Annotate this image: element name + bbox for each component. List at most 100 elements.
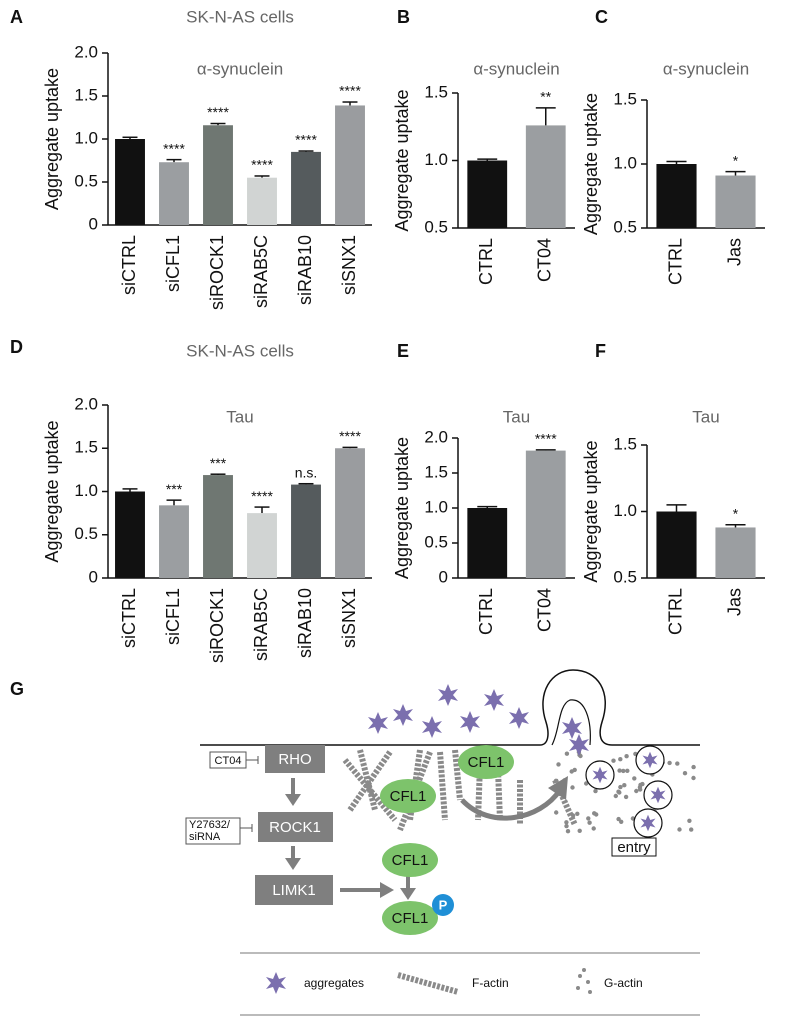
g-actin-dot [640, 781, 645, 787]
y-axis-label: Aggregate uptake [392, 437, 412, 579]
g-actin-dot [584, 781, 589, 786]
g-actin-dot [617, 768, 622, 773]
legend-symbol [397, 972, 459, 995]
value-label: * [733, 152, 739, 168]
g-actin-dot [554, 810, 559, 815]
g-actin-dot [619, 819, 624, 824]
bar [335, 448, 365, 578]
g-actin-dot [691, 764, 696, 770]
x-tick-label: siCTRL [119, 235, 139, 295]
cofilin-label: CFL1 [392, 852, 429, 869]
g-actin-dot [687, 818, 692, 823]
value-label: *** [166, 481, 183, 497]
g-actin-dot [618, 757, 623, 762]
value-label: **** [163, 140, 185, 156]
x-tick-label: Jas [724, 238, 744, 266]
value-label: ** [540, 89, 551, 105]
y-tick-label: 1.0 [74, 128, 98, 147]
bar [159, 505, 189, 578]
x-tick-label: siSNX1 [339, 588, 359, 648]
node-box [265, 745, 325, 773]
y-axis-label: Aggregate uptake [42, 420, 62, 562]
diagram: G RHO ROCK1 LIMK1 CT04 Y27632/ siRNA CF [10, 669, 700, 1016]
y-tick-label: 0 [89, 214, 98, 233]
inhibitor-label: CT04 [215, 755, 242, 767]
g-actin-dot [682, 771, 688, 776]
legend-symbol [576, 968, 592, 994]
bar [115, 139, 145, 225]
chart-subtitle: α-synuclein [663, 59, 749, 78]
bar [115, 491, 145, 578]
bar [203, 475, 233, 578]
chart-subtitle: Tau [692, 407, 719, 426]
g-actin-dot [556, 762, 561, 767]
chart-subtitle: Tau [226, 407, 253, 426]
bar [656, 164, 697, 228]
y-tick-label: 0.5 [424, 532, 448, 551]
panel-letter: D [10, 337, 23, 357]
inhibitor-box [185, 817, 241, 845]
value-label: n.s. [295, 464, 318, 480]
bar [291, 484, 321, 578]
bar [247, 513, 277, 578]
g-actin-dot [677, 827, 682, 832]
x-tick-label: siRAB5C [251, 235, 271, 308]
y-tick-label: 0.5 [74, 171, 98, 190]
bar [525, 450, 566, 578]
value-label: **** [339, 428, 361, 444]
g-actin-dot [624, 754, 629, 759]
y-tick-label: 0.5 [74, 524, 98, 543]
x-tick-label: Jas [724, 588, 744, 616]
cofilin [382, 843, 438, 877]
g-actin-dot [625, 768, 630, 773]
bar [715, 175, 756, 228]
membrane-pit [551, 699, 591, 746]
g-actin-dot [638, 787, 643, 792]
g-actin-dot [616, 789, 621, 794]
g-actin-dot [553, 778, 559, 783]
bar [467, 160, 508, 228]
legend-label: G-actin [604, 976, 643, 990]
x-tick-label: siCFL1 [163, 235, 183, 292]
y-tick-label: 1.5 [424, 462, 448, 481]
g-actin-dot [622, 783, 627, 788]
y-tick-label: 0 [89, 567, 98, 586]
value-label: **** [251, 488, 273, 504]
bar [715, 527, 756, 578]
membrane [200, 669, 700, 746]
cofilin-label: CFL1 [392, 910, 429, 927]
node-box [255, 875, 333, 905]
g-actin-dot [570, 813, 576, 818]
x-tick-label: siROCK1 [207, 235, 227, 310]
y-tick-label: 2.0 [424, 427, 448, 446]
cofilin [458, 745, 514, 779]
g-actin-dot [577, 828, 582, 833]
g-actin-dot [575, 811, 580, 816]
value-label: **** [339, 83, 361, 99]
x-tick-label: CTRL [665, 238, 685, 285]
value-label: **** [207, 104, 229, 120]
arrows [285, 778, 416, 900]
g-actin-dot [623, 794, 629, 800]
g-actin-dot [675, 761, 680, 766]
chart-title: SK-N-AS cells [186, 7, 294, 26]
cofilin [382, 901, 438, 935]
node-label: LIMK1 [272, 882, 315, 899]
g-actin-dot [592, 811, 597, 816]
bar [467, 508, 508, 578]
x-tick-label: siROCK1 [207, 588, 227, 663]
y-axis-label: Aggregate uptake [42, 68, 62, 210]
y-axis-label: Aggregate uptake [392, 89, 412, 231]
legend-label: aggregates [304, 976, 364, 990]
x-tick-label: CTRL [476, 238, 496, 285]
value-label: **** [251, 157, 273, 173]
legend-label: F-actin [472, 976, 509, 990]
phospho-label: P [439, 897, 448, 912]
chart-title: SK-N-AS cells [186, 341, 294, 360]
y-tick-label: 1.5 [424, 82, 448, 101]
y-tick-label: 1.5 [613, 434, 637, 453]
value-label: **** [295, 132, 317, 148]
g-actin-dot [632, 776, 637, 781]
bar [335, 105, 365, 225]
arrow-head [548, 776, 568, 800]
